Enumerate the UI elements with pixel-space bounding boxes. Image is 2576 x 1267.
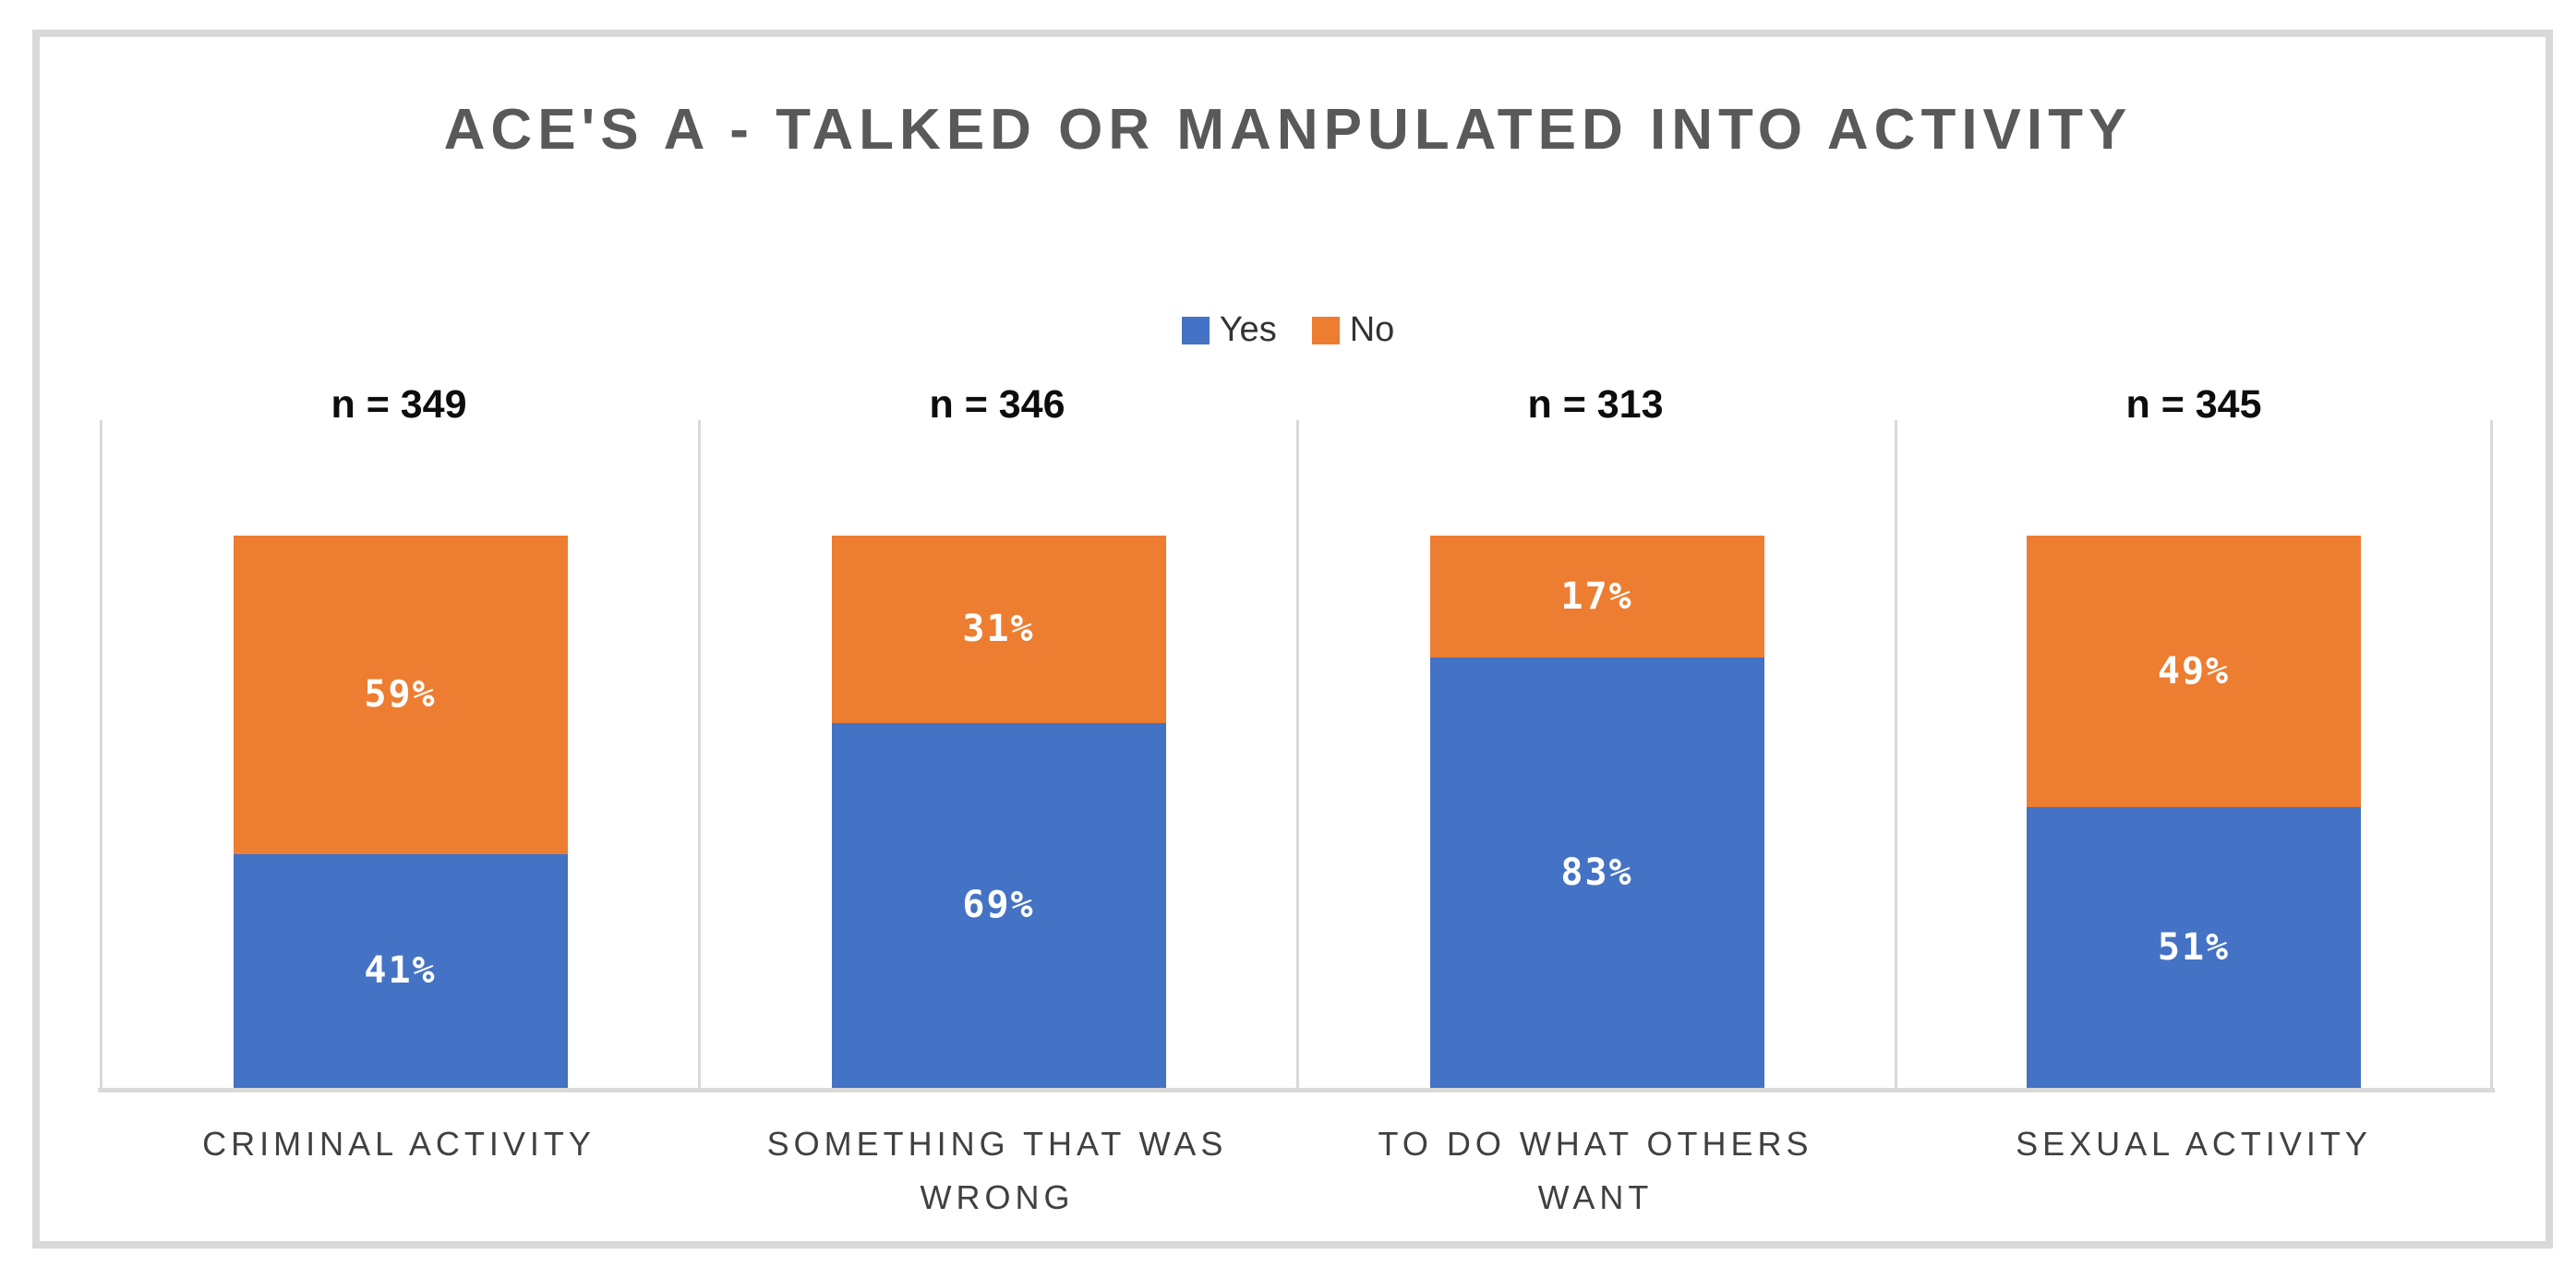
category-label: TO DO WHAT OTHERS WANT — [1296, 1117, 1895, 1225]
category-label-text: SEXUAL ACTIVITY — [2016, 1125, 2372, 1163]
category-label: SEXUAL ACTIVITY — [1895, 1117, 2493, 1225]
stacked-bar: 49% 51% — [2027, 536, 2361, 1088]
legend-label: Yes — [1219, 310, 1277, 349]
chart-title: ACE'S A - TALKED OR MANPULATED INTO ACTI… — [0, 81, 2576, 179]
category-label: CRIMINAL ACTIVITY — [100, 1117, 698, 1225]
data-label: 59% — [364, 673, 437, 717]
stacked-bar: 17% 83% — [1429, 536, 1764, 1088]
data-label: 49% — [2157, 649, 2231, 693]
bar-segment-yes: 51% — [2027, 806, 2361, 1088]
sample-size-label: n = 346 — [929, 382, 1065, 427]
stacked-bar: 59% 41% — [233, 536, 568, 1088]
legend-swatch-yes — [1181, 316, 1210, 344]
category-axis-line — [98, 1088, 2495, 1092]
data-label: 31% — [962, 608, 1035, 651]
data-label: 41% — [364, 949, 437, 993]
data-label: 69% — [962, 884, 1035, 927]
bar-segment-no: 59% — [233, 536, 568, 854]
category-label-row: CRIMINAL ACTIVITY SOMETHING THAT WAS WRON… — [100, 1117, 2493, 1225]
sample-size-row: n = 349 n = 346 n = 313 n = 345 — [100, 382, 2493, 428]
category-label-text: SOMETHING THAT WAS WRONG — [766, 1125, 1228, 1216]
data-label: 17% — [1560, 575, 1633, 618]
bar-segment-no: 17% — [1429, 536, 1764, 658]
category-label: SOMETHING THAT WAS WRONG — [698, 1117, 1296, 1225]
data-label: 83% — [1560, 851, 1633, 894]
bar-segment-no: 49% — [2027, 536, 2361, 807]
legend-item-no: No — [1311, 310, 1395, 350]
plot-area: 59% 41% 31% 69% 17% 83% 49% 51% — [98, 420, 2495, 1092]
bar-segment-yes: 69% — [831, 722, 1166, 1088]
chart-title-text: ACE'S A - TALKED OR MANPULATED INTO ACTI… — [443, 98, 2133, 162]
category-panel: 49% 51% — [1895, 420, 2493, 1092]
category-panel: 59% 41% — [100, 420, 698, 1092]
bar-segment-yes: 41% — [233, 853, 568, 1088]
sample-size-label: n = 313 — [1527, 382, 1664, 427]
bar-segment-no: 31% — [831, 536, 1166, 723]
stacked-bar: 31% 69% — [831, 536, 1166, 1088]
sample-size-label: n = 349 — [331, 382, 467, 427]
data-label: 51% — [2157, 925, 2231, 969]
legend-swatch-no — [1311, 316, 1340, 344]
chart-legend: Yes No — [0, 310, 2576, 350]
legend-label: No — [1349, 310, 1395, 349]
sample-size-label: n = 345 — [2125, 382, 2262, 427]
legend-item-yes: Yes — [1181, 310, 1277, 350]
category-panel: 17% 83% — [1296, 420, 1895, 1092]
category-label-text: CRIMINAL ACTIVITY — [202, 1125, 596, 1163]
bar-segment-yes: 83% — [1429, 658, 1764, 1088]
category-panel: 31% 69% — [698, 420, 1296, 1092]
category-label-text: TO DO WHAT OTHERS WANT — [1378, 1125, 1813, 1216]
